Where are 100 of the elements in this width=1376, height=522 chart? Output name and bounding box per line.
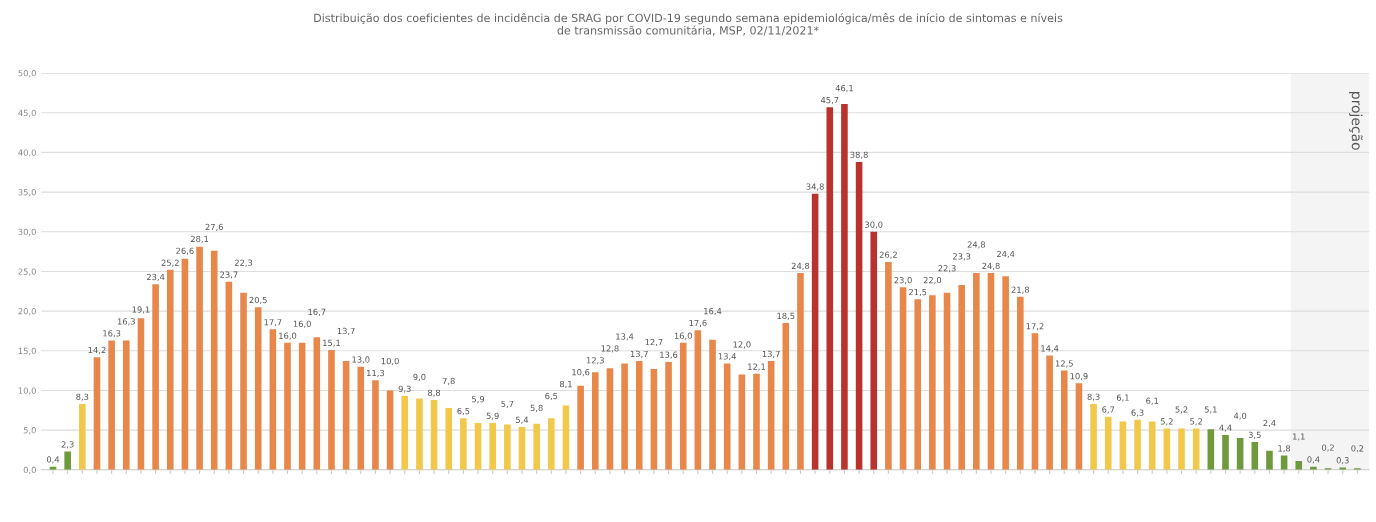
data-label: 19,1	[132, 306, 150, 314]
data-label: 5,9	[472, 396, 485, 404]
y-tick-label: 10,0	[18, 387, 36, 395]
data-label: 15,1	[323, 339, 340, 347]
bar	[870, 231, 878, 470]
bar	[1002, 276, 1009, 470]
data-label: 38,8	[850, 151, 868, 159]
bar	[504, 424, 511, 470]
bar	[841, 104, 848, 470]
data-label: 3,5	[1248, 431, 1261, 439]
data-label: 13,4	[718, 353, 736, 361]
bar	[1134, 419, 1141, 470]
y-tick-label: 50,0	[18, 70, 36, 78]
data-label: 13,0	[352, 356, 370, 364]
data-label: 16,0	[293, 320, 311, 328]
bar	[1104, 416, 1112, 470]
bar	[635, 361, 643, 470]
data-label: 8,1	[559, 380, 572, 389]
annotation: projeção	[1349, 92, 1363, 150]
bar	[1148, 421, 1156, 470]
bar	[225, 281, 233, 470]
data-label: 0,2	[1351, 445, 1364, 453]
bar	[240, 292, 247, 470]
bar	[973, 273, 980, 470]
data-label: 6,7	[1102, 406, 1115, 414]
data-label: 16,3	[117, 318, 135, 326]
data-label: 45,7	[820, 97, 839, 105]
data-label: 12,3	[586, 357, 604, 365]
data-label: 22,3	[234, 259, 253, 267]
bar	[709, 339, 716, 470]
bar	[811, 193, 819, 470]
data-label: 17,7	[264, 319, 282, 327]
bar	[489, 422, 496, 470]
bar	[1090, 403, 1097, 470]
data-label: 24,8	[791, 262, 810, 270]
data-label: 10,6	[572, 369, 590, 377]
data-label: 26,2	[879, 251, 897, 259]
bar	[753, 373, 760, 470]
bar	[108, 340, 115, 470]
bar	[650, 369, 658, 470]
y-tick-label: 15,0	[18, 347, 36, 355]
data-label: 5,7	[501, 400, 514, 408]
data-label: 16,7	[308, 308, 326, 316]
bar	[1295, 461, 1303, 470]
data-label: 23,0	[894, 277, 912, 285]
data-label: 26,6	[176, 247, 194, 255]
bar	[122, 340, 130, 470]
data-label: 13,7	[762, 350, 780, 358]
data-label: 4,0	[1233, 412, 1247, 420]
bar	[79, 403, 86, 470]
data-label: 1,8	[1278, 445, 1291, 453]
data-label: 6,1	[1146, 397, 1159, 405]
data-label: 28,1	[190, 235, 209, 243]
data-label: 24,8	[982, 262, 1000, 270]
bar	[269, 329, 277, 470]
bar	[357, 366, 365, 470]
y-tick-label: 45,0	[18, 109, 36, 117]
data-label: 16,3	[103, 330, 121, 338]
bar	[885, 261, 892, 470]
bar	[342, 361, 350, 470]
data-label: 1,1	[1293, 433, 1305, 441]
data-label: 9,0	[413, 373, 426, 381]
bar	[943, 292, 951, 470]
data-label: 5,4	[516, 416, 529, 424]
bar	[460, 418, 467, 470]
y-tick-label: 35,0	[18, 189, 36, 197]
data-label: 5,2	[1160, 418, 1173, 426]
bar	[210, 250, 218, 470]
bar	[401, 396, 409, 470]
chart-title: Distribuição dos coeficientes de incidência de SRAG por COVID-19 segundo semana epidemiológica/mês de início de sintomas e níveis de transmissão comunitária, MSP, 02/11/2021*	[314, 13, 1063, 36]
data-label: 30,0	[865, 221, 883, 229]
data-label: 5,8	[530, 404, 543, 412]
bar	[416, 398, 423, 470]
bar	[914, 299, 922, 470]
data-label: 24,4	[996, 250, 1015, 258]
data-label: 16,4	[704, 307, 722, 316]
data-label: 12,7	[645, 338, 663, 347]
data-label: 23,4	[146, 273, 165, 281]
data-label: 34,8	[806, 183, 824, 191]
bar	[987, 273, 995, 470]
data-label: 17,2	[1026, 323, 1044, 331]
data-label: 25,2	[161, 259, 179, 267]
bar	[430, 399, 438, 470]
data-label: 12,5	[1055, 360, 1073, 368]
bar	[1031, 333, 1039, 470]
bar	[782, 323, 790, 470]
bar	[621, 363, 628, 470]
bar	[196, 246, 203, 470]
bar	[548, 418, 555, 470]
data-label: 0,2	[1322, 444, 1334, 452]
bar	[723, 363, 731, 470]
bar	[93, 357, 101, 470]
bar	[152, 284, 159, 470]
bar	[679, 342, 687, 470]
data-label: 13,4	[616, 333, 634, 341]
y-tick-label: 30,0	[18, 228, 36, 236]
data-label: 12,8	[601, 345, 619, 353]
data-label: 46,1	[835, 85, 853, 93]
y-tick-label: 20,0	[18, 308, 36, 316]
data-label: 21,5	[909, 288, 927, 297]
